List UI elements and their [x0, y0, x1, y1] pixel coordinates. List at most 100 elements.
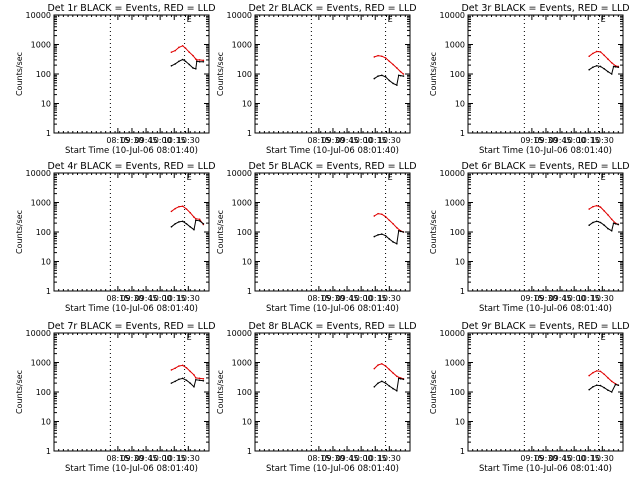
series-lld-line	[171, 45, 204, 61]
y-tick-label: 1	[460, 447, 465, 456]
x-tick-label: 10:15	[163, 454, 186, 463]
events-point	[202, 60, 205, 63]
events-point	[595, 220, 598, 223]
y-tick-label: 10000	[440, 11, 465, 20]
events-point	[174, 380, 176, 383]
events-point	[178, 221, 180, 223]
plot-frame	[467, 172, 624, 292]
x-tick-label: 09:30	[534, 294, 557, 303]
events-point	[193, 386, 195, 388]
series-lld-line	[171, 364, 204, 380]
lld-point	[610, 218, 613, 221]
y-axis-label: Counts/sec	[429, 210, 438, 254]
events-point	[603, 386, 606, 389]
panel-title: Det 6r BLACK = Events, RED = LLD	[461, 161, 629, 172]
lld-point	[188, 51, 191, 53]
x-tick-label: 09:30	[120, 136, 143, 145]
lld-point	[603, 54, 606, 57]
y-tick-label: 1	[46, 129, 51, 138]
panel-det-6: Det 6r BLACK = Events, RED = LLD 1 10 100 10…	[429, 161, 630, 314]
x-tick-label: 10:00	[350, 136, 373, 145]
series-events-line	[171, 219, 204, 231]
y-tick-label: 100	[450, 70, 465, 79]
x-tick-label: 10:30	[378, 136, 401, 145]
lld-point	[195, 377, 197, 379]
lld-point	[392, 222, 394, 225]
events-point	[384, 382, 387, 384]
y-tick-label: 1	[460, 287, 465, 296]
events-point	[599, 384, 602, 387]
y-tick-label: 10	[41, 100, 51, 109]
x-tick-label: 08:15	[307, 136, 330, 145]
y-tick-label: 10000	[440, 169, 465, 178]
lld-point	[377, 212, 379, 215]
events-point	[377, 234, 379, 236]
series-lld-line	[374, 55, 404, 75]
series-events-line	[588, 220, 619, 232]
lld-point	[170, 51, 173, 53]
lld-point	[402, 73, 405, 75]
events-point	[384, 76, 387, 78]
marker-label: E	[187, 15, 192, 24]
lld-point	[607, 377, 609, 379]
panel-det-5: Det 5r BLACK = Events, RED = LLD 1 10 100 10…	[216, 161, 417, 314]
y-tick-label: 1	[247, 287, 252, 296]
events-point	[617, 66, 620, 69]
marker-label: E	[601, 15, 606, 24]
events-point	[373, 235, 376, 238]
lld-point	[396, 67, 398, 69]
lld-point	[384, 365, 387, 367]
lld-point	[592, 205, 594, 208]
plot-frame	[53, 332, 210, 452]
lld-point	[595, 204, 598, 207]
events-point	[195, 219, 197, 222]
panel-det-4: Det 4r BLACK = Events, RED = LLD 1 10 100 10…	[15, 161, 216, 314]
x-tick-label: 09:15	[520, 294, 543, 303]
x-tick-label: 10:00	[563, 294, 586, 303]
panel-det-3: Det 3r BLACK = Events, RED = LLD 1 10 100 10…	[429, 3, 630, 156]
y-tick-label: 100	[36, 70, 51, 79]
panel-title: Det 5r BLACK = Events, RED = LLD	[248, 161, 416, 172]
events-point	[381, 233, 383, 235]
events-point	[174, 222, 176, 225]
events-point	[617, 384, 620, 387]
y-tick-label: 1000	[445, 199, 465, 208]
y-tick-label: 10	[455, 418, 465, 427]
marker-label: E	[388, 15, 393, 24]
panel-det-1: Det 1r BLACK = Events, RED = LLD 1 10 100 10…	[15, 3, 216, 156]
x-tick-label: 10:30	[177, 136, 200, 145]
plot-frame	[254, 14, 411, 134]
lld-point	[396, 375, 398, 378]
events-point	[599, 221, 602, 224]
events-point	[195, 68, 197, 70]
y-axis-label: Counts/sec	[15, 210, 24, 254]
events-point	[607, 389, 609, 392]
marker-label: E	[601, 173, 606, 182]
y-tick-label: 100	[237, 388, 252, 397]
lld-point	[189, 370, 192, 373]
x-tick-label: 09:45	[336, 136, 359, 145]
events-point	[198, 219, 201, 222]
lld-point	[373, 215, 376, 217]
lld-point	[607, 214, 609, 216]
y-tick-label: 10000	[26, 11, 51, 20]
x-tick-label: 08:15	[307, 294, 330, 303]
events-point	[397, 74, 400, 77]
x-tick-label: 10:30	[378, 454, 401, 463]
y-tick-label: 1	[46, 287, 51, 296]
events-point	[184, 60, 187, 63]
events-point	[610, 73, 613, 75]
y-axis-label: Counts/sec	[15, 370, 24, 414]
events-point	[397, 229, 400, 232]
y-axis-label: Counts/sec	[216, 370, 225, 414]
x-tick-label: 09:45	[549, 454, 572, 463]
lld-point	[181, 45, 184, 47]
events-point	[202, 379, 205, 382]
events-point	[607, 227, 609, 230]
events-point	[377, 75, 379, 77]
y-tick-label: 10	[242, 100, 252, 109]
events-point	[185, 379, 188, 382]
events-point	[599, 65, 602, 68]
x-axis-label: Start Time (10-Jul-06 08:01:40)	[479, 304, 612, 314]
events-point	[193, 228, 195, 231]
